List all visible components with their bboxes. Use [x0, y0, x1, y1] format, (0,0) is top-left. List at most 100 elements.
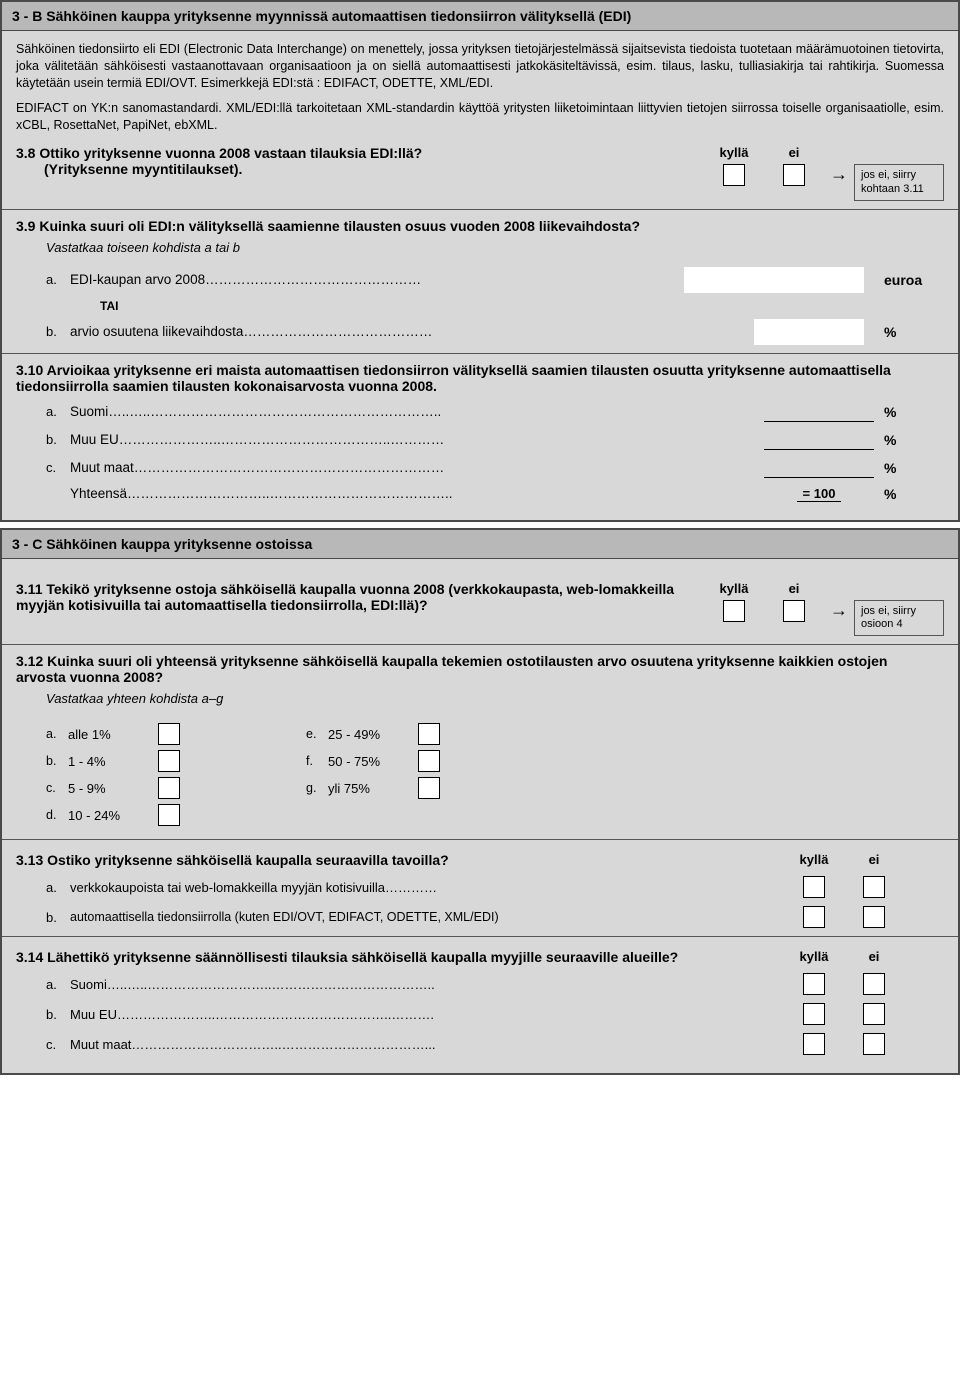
q38-hint: jos ei, siirry kohtaan 3.11: [854, 164, 944, 200]
opt-a-t: alle 1%: [68, 727, 158, 742]
q310-number: 3.10: [16, 362, 43, 378]
q314b-text: Muu EU…………………..…………………………………..……….: [70, 1007, 784, 1022]
q311-answer-group: kyllä ei → jos ei, siirry osioon 4: [704, 581, 944, 636]
q313b-checkbox-yes[interactable]: [803, 906, 825, 928]
q38-text: Ottiko yrityksenne vuonna 2008 vastaan t…: [39, 145, 422, 161]
question-3-10: 3.10 Arvioikaa yrityksenne eri maista au…: [16, 362, 944, 502]
q312-text: Kuinka suuri oli yhteensä yrityksenne sä…: [16, 653, 887, 685]
q313b-text: automaattisella tiedonsiirrolla (kuten E…: [70, 910, 784, 924]
opt-f-l: f.: [306, 754, 328, 768]
q39a-letter: a.: [46, 272, 70, 287]
section-3b-body: Sähköinen tiedonsiirto eli EDI (Electron…: [2, 31, 958, 520]
section-3b-para2: EDIFACT on YK:n sanomastandardi. XML/EDI…: [16, 100, 944, 134]
q314b-checkbox-no[interactable]: [863, 1003, 885, 1025]
q310-total-label: Yhteensä…………………………..…………………………………..: [70, 486, 754, 501]
q311-checkbox-yes[interactable]: [723, 600, 745, 622]
opt-d-t: 10 - 24%: [68, 808, 158, 823]
q38-checkbox-no[interactable]: [783, 164, 805, 186]
opt-e-t: 25 - 49%: [328, 727, 418, 742]
q314a-text: Suomi…..…..………………………..………………………………..: [70, 977, 784, 992]
q314c-letter: c.: [46, 1037, 70, 1052]
q39a-text: EDI-kaupan arvo 2008…………………………………………: [70, 272, 684, 287]
q312-checkbox-e[interactable]: [418, 723, 440, 745]
q310c-letter: c.: [46, 460, 70, 475]
q314c-checkbox-yes[interactable]: [803, 1033, 825, 1055]
section-3b: 3 - B Sähköinen kauppa yrityksenne myynn…: [0, 0, 960, 522]
section-3b-para1: Sähköinen tiedonsiirto eli EDI (Electron…: [16, 41, 944, 92]
q314-text: Lähettikö yrityksenne säännöllisesti til…: [47, 949, 678, 965]
q314c-checkbox-no[interactable]: [863, 1033, 885, 1055]
q39-number: 3.9: [16, 218, 35, 234]
q39a-input[interactable]: [684, 267, 864, 293]
unit-pct-310c: %: [884, 460, 944, 476]
unit-euro: euroa: [884, 272, 944, 288]
unit-pct-310a: %: [884, 404, 944, 420]
q39-instruction: Vastatkaa toiseen kohdista a tai b: [46, 240, 944, 255]
unit-pct-310b: %: [884, 432, 944, 448]
q310a-letter: a.: [46, 404, 70, 419]
q310-text: Arvioikaa yrityksenne eri maista automaa…: [16, 362, 891, 394]
q314b-checkbox-yes[interactable]: [803, 1003, 825, 1025]
q312-checkbox-g[interactable]: [418, 777, 440, 799]
q313b-checkbox-no[interactable]: [863, 906, 885, 928]
label-no-313: ei: [844, 852, 904, 867]
q310a-text: Suomi…..…..………………………………………………………..: [70, 404, 754, 419]
q314a-checkbox-yes[interactable]: [803, 973, 825, 995]
q39b-input[interactable]: [754, 319, 864, 345]
q312-checkbox-d[interactable]: [158, 804, 180, 826]
opt-a-l: a.: [46, 727, 68, 741]
q38-label: 3.8 Ottiko yrityksenne vuonna 2008 vasta…: [16, 145, 704, 177]
q313-text: Ostiko yrityksenne sähköisellä kaupalla …: [47, 852, 449, 868]
q310c-input[interactable]: [764, 458, 874, 478]
q311-number: 3.11: [16, 581, 42, 597]
question-3-8: 3.8 Ottiko yrityksenne vuonna 2008 vasta…: [16, 145, 944, 200]
q313b-letter: b.: [46, 910, 70, 925]
opt-f-t: 50 - 75%: [328, 754, 418, 769]
q313a-checkbox-no[interactable]: [863, 876, 885, 898]
q313a-checkbox-yes[interactable]: [803, 876, 825, 898]
q314a-checkbox-no[interactable]: [863, 973, 885, 995]
opt-c-l: c.: [46, 781, 68, 795]
q312-options: a.alle 1% b.1 - 4% c.5 - 9% d.10 - 24% e…: [46, 718, 944, 831]
q311-hint: jos ei, siirry osioon 4: [854, 600, 944, 636]
q310c-text: Muut maat……………………………………………………………: [70, 460, 754, 475]
q310-total-value: = 100: [797, 486, 842, 502]
unit-pct-310t: %: [884, 486, 944, 502]
opt-e-l: e.: [306, 727, 328, 741]
opt-d-l: d.: [46, 808, 68, 822]
opt-b-l: b.: [46, 754, 68, 768]
q312-checkbox-a[interactable]: [158, 723, 180, 745]
q310b-input[interactable]: [764, 430, 874, 450]
q38-subtext: (Yrityksenne myyntitilaukset).: [44, 161, 684, 177]
q312-checkbox-b[interactable]: [158, 750, 180, 772]
question-3-11: 3.11 Tekikö yrityksenne ostoja sähköisel…: [16, 581, 944, 636]
q38-checkbox-yes[interactable]: [723, 164, 745, 186]
q39-text: Kuinka suuri oli EDI:n välityksellä saam…: [39, 218, 640, 234]
label-no: ei: [764, 145, 824, 160]
q310b-text: Muu EU…………………..………………………………..…………: [70, 432, 754, 447]
arrow-icon: →: [824, 164, 854, 200]
question-3-14: 3.14 Lähettikö yrityksenne säännöllisest…: [16, 949, 944, 1055]
unit-pct-39b: %: [884, 324, 944, 340]
section-3c-header: 3 - C Sähköinen kauppa yrityksenne ostoi…: [2, 530, 958, 559]
q312-checkbox-c[interactable]: [158, 777, 180, 799]
label-no-311: ei: [764, 581, 824, 596]
q313a-letter: a.: [46, 880, 70, 895]
q38-answer-group: kyllä ei → jos ei, siirry kohtaan 3.11: [704, 145, 944, 200]
label-tai: TAI: [100, 299, 944, 313]
q313a-text: verkkokaupoista tai web-lomakkeilla myyj…: [70, 880, 784, 895]
label-yes-314: kyllä: [784, 949, 844, 964]
section-3b-header: 3 - B Sähköinen kauppa yrityksenne myynn…: [2, 2, 958, 31]
q310a-input[interactable]: [764, 402, 874, 422]
opt-c-t: 5 - 9%: [68, 781, 158, 796]
q311-text: Tekikö yrityksenne ostoja sähköisellä ka…: [16, 581, 674, 613]
section-3c-body: 3.11 Tekikö yrityksenne ostoja sähköisel…: [2, 559, 958, 1073]
question-3-9: 3.9 Kuinka suuri oli EDI:n välityksellä …: [16, 218, 944, 345]
q38-number: 3.8: [16, 145, 35, 161]
arrow-icon-311: →: [824, 600, 854, 636]
q312-checkbox-f[interactable]: [418, 750, 440, 772]
q311-checkbox-no[interactable]: [783, 600, 805, 622]
q39b-text: arvio osuutena liikevaihdosta………………………………: [70, 324, 754, 339]
label-no-314: ei: [844, 949, 904, 964]
opt-g-l: g.: [306, 781, 328, 795]
